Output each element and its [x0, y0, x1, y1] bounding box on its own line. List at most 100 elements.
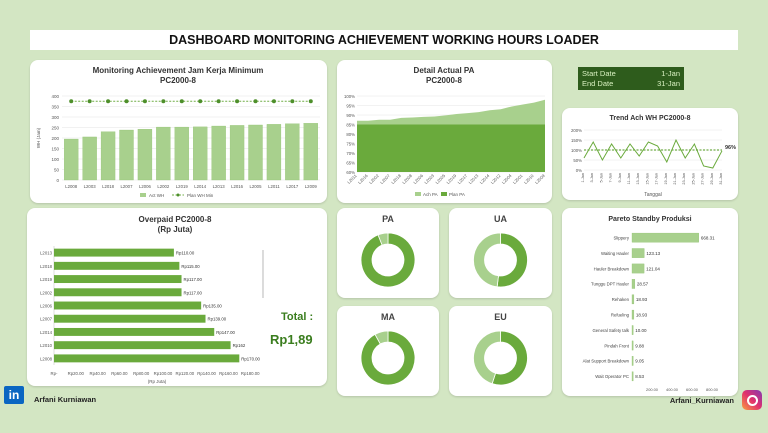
overpaid-bar: [54, 261, 180, 270]
wh-xtick-label: L2005: [250, 184, 263, 189]
pareto-bar: [631, 309, 635, 320]
wh-plan-point: [198, 99, 203, 104]
trend-xtick-label: 17-Jan: [655, 173, 659, 185]
wh-chart-title: Monitoring Achievement Jam Kerja Minimum: [93, 66, 264, 75]
pa-xtick-label: L2010: [523, 173, 535, 185]
pa-xtick-label: L2012: [490, 173, 502, 185]
donut_eu-title: EU: [494, 312, 507, 322]
overpaid-value-label: Rp110.00: [176, 251, 195, 256]
footer-right-author: Arfani_Kurniawan: [669, 395, 734, 405]
trend-xtick-label: 29-Jan: [710, 173, 714, 185]
footer-left-author: Arfani Kurniawan: [34, 394, 97, 404]
donut_eu-slice: [491, 330, 528, 386]
trend-chart-title: Trend Ach WH PC2000-8: [609, 115, 690, 122]
pa-legend-swatch-plan: [441, 192, 447, 196]
overpaid-xtick-label: Rp60.00: [111, 371, 128, 376]
instagram-icon[interactable]: [742, 390, 762, 410]
wh-bar: [193, 126, 208, 181]
pareto-xtick-label: 800.00: [706, 387, 719, 392]
overpaid-bar: [54, 275, 182, 284]
pa-xtick-label: L2003: [423, 173, 435, 185]
wh-ytick-label: 400: [51, 94, 59, 99]
wh-chart-subtitle: PC2000-8: [160, 76, 197, 85]
linkedin-icon[interactable]: in: [4, 386, 24, 404]
donut_pa-title: PA: [382, 214, 394, 224]
trend-xtick-label: 21-Jan: [673, 173, 677, 185]
pareto-value-label: 18.93: [636, 313, 648, 318]
pareto-category-label: Waiting Hauler: [601, 251, 630, 256]
pa-xtick-label: L2005: [434, 173, 446, 185]
trend-ytick-label: 200%: [571, 128, 582, 133]
overpaid-value-label: Rp139.00: [208, 317, 227, 322]
overpaid-category-label: L2010: [40, 343, 53, 348]
wh-bar: [266, 124, 282, 181]
wh-plan-point: [106, 99, 111, 104]
wh-chart: Monitoring Achievement Jam Kerja Minimum…: [36, 66, 320, 198]
pa-ytick-label: 70%: [346, 151, 355, 156]
pareto-value-label: 8.53: [635, 374, 644, 379]
wh-plan-point: [308, 99, 313, 104]
footer-left: in Arfani Kurniawan: [4, 386, 96, 404]
wh-ytick-label: 0: [56, 178, 59, 183]
pa-ytick-label: 100%: [344, 94, 355, 99]
pareto-bar: [631, 294, 635, 305]
overpaid-category-label: L2002: [40, 290, 53, 295]
wh-ytick-label: 350: [51, 105, 59, 110]
overpaid-value-label: Rp117.00: [184, 277, 203, 282]
pa-xtick-label: L2013: [468, 173, 480, 185]
wh-plan-point: [142, 99, 147, 104]
trend-xtick-label: 31-Jan: [719, 173, 723, 185]
wh-xtick-label: L2008: [65, 184, 78, 189]
overpaid-total-value: Rp1,89: [270, 332, 313, 347]
overpaid-xtick-label: Rp80.00: [133, 371, 150, 376]
overpaid-xtick-label: Rp160.00: [219, 371, 238, 376]
pareto-category-label: Alat Support Breakdown: [583, 359, 630, 364]
trend-chart: Trend Ach WH PC2000-8 0% 50% 100% 150% 200% 96…: [571, 115, 736, 198]
pa-xtick-label: L2016: [357, 173, 369, 185]
pa-donut-panel: PA: [337, 208, 439, 298]
trend-xtick-label: 7-Jan: [609, 173, 613, 183]
overpaid-category-label: L2008: [40, 356, 53, 361]
trend-xtick-label: 1-Jan: [581, 173, 585, 183]
start-date-label: Start Date: [582, 69, 616, 78]
overpaid-xtick-label: Rp180.00: [241, 371, 260, 376]
overpaid-xtick-label: Rp100.00: [154, 371, 173, 376]
trend-chart-panel: Trend Ach WH PC2000-8 0% 50% 100% 150% 200% 96…: [562, 108, 738, 200]
overpaid-category-label: L2007: [40, 317, 53, 322]
pa-xtick-label: L2001: [512, 173, 524, 185]
pareto-xtick-label: 600.00: [686, 387, 699, 392]
overpaid-bar: [54, 327, 215, 336]
pa-xtick-label: L2002: [368, 173, 380, 185]
donut_ma-slice: [374, 330, 389, 345]
wh-xtick-label: L2009: [305, 184, 318, 189]
pareto-bar: [631, 340, 634, 351]
ua-donut: UA: [473, 214, 528, 288]
overpaid-bar: [54, 288, 182, 297]
eu-donut-panel: EU: [449, 306, 552, 396]
end-date-value: 31-Jan: [657, 78, 680, 88]
trend-ach-line: [583, 138, 723, 169]
wh-plan-point: [161, 99, 166, 104]
trend-ytick-label: 150%: [571, 138, 582, 143]
wh-xtick-label: L2002: [157, 184, 170, 189]
pareto-category-label: Rehaken: [612, 297, 630, 302]
wh-plan-point: [69, 99, 74, 104]
pareto-chart: Pareto Standby Produksi 200.00 400.00 600.0…: [583, 216, 719, 392]
donut_eu-slice: [473, 330, 501, 385]
pareto-value-label: 28.57: [637, 282, 649, 287]
wh-legend-line: Plan WH Min: [187, 193, 214, 198]
pa-area-plan: [357, 124, 545, 172]
pareto-value-label: 18.93: [636, 297, 648, 302]
pareto-category-label: Wait Operator PC: [595, 374, 629, 379]
wh-bar: [64, 138, 79, 181]
start-date-value: 1-Jan: [661, 69, 680, 78]
trend-xtick-label: 9-Jan: [618, 173, 622, 183]
wh-ytick-label: 200: [51, 136, 59, 141]
pareto-value-label: 668.31: [701, 236, 715, 241]
overpaid-bar: [54, 354, 240, 363]
wh-plan-point: [124, 99, 129, 104]
overpaid-category-label: L2014: [40, 330, 53, 335]
pa-legend-plan: Plan PA: [449, 192, 465, 197]
overpaid-value-label: Rp162: [233, 343, 246, 348]
pa-xtick-label: L2014: [479, 173, 491, 185]
